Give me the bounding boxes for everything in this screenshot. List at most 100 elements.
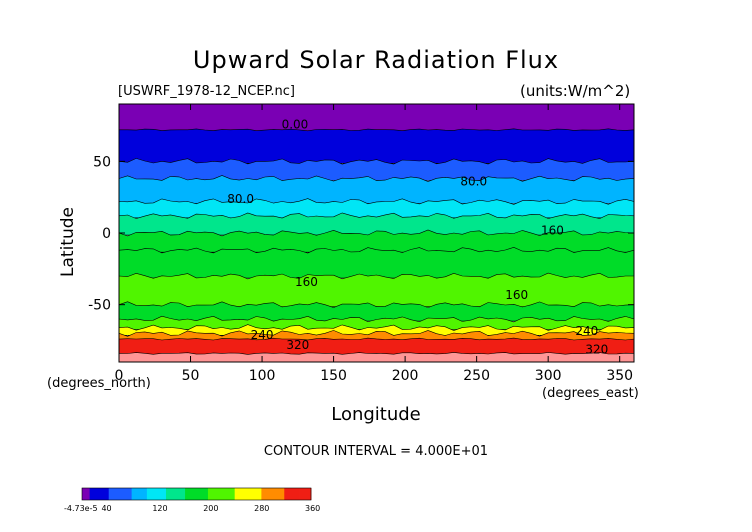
x-tick-label: 50: [182, 368, 200, 384]
heat-band: [118, 158, 635, 181]
colorbar-swatch: [101, 488, 106, 500]
contour-label: 320: [286, 338, 309, 352]
colorbar-swatch: [219, 488, 224, 500]
colorbar-swatch: [249, 488, 255, 500]
colorbar-swatch: [303, 488, 308, 500]
x-tick-label: 100: [249, 368, 276, 384]
heat-band: [118, 301, 635, 322]
colorbar-swatch: [280, 488, 285, 500]
colorbar-swatch: [307, 488, 312, 500]
contour-label: 0.00: [282, 117, 309, 131]
colorbar-swatch: [112, 488, 117, 500]
x-axis-label: Longitude: [331, 404, 421, 425]
colorbar-swatch: [82, 488, 87, 500]
contour-label: 320: [585, 342, 608, 356]
colorbar-swatch: [223, 488, 228, 500]
colorbar-swatch: [169, 488, 174, 500]
colorbar-swatch: [299, 488, 304, 500]
colorbar-swatch: [158, 488, 163, 500]
contour-label: 160: [295, 275, 318, 289]
colorbar-swatch: [104, 488, 110, 500]
colorbar-swatch: [127, 488, 133, 500]
y-unit-label: (degrees_north): [47, 376, 151, 391]
colorbar-swatch: [272, 488, 278, 500]
heat-band: [118, 352, 635, 365]
colorbar-swatch: [116, 488, 121, 500]
heat-band: [118, 212, 635, 236]
contour-label: 160: [541, 223, 564, 237]
colorbar-swatch: [265, 488, 270, 500]
below-plot-mask: [0, 362, 752, 532]
colorbar-swatch: [154, 488, 159, 500]
heat-band: [118, 272, 635, 307]
contour-label: 160: [505, 288, 528, 302]
colorbar-swatch: [246, 488, 251, 500]
contour-label: 80.0: [460, 175, 487, 189]
colorbar-swatch: [123, 488, 129, 500]
colorbar-swatch: [97, 488, 102, 500]
colorbar-swatch: [143, 488, 148, 500]
colorbar-frame: [81, 487, 312, 501]
colorbar-swatch: [261, 488, 266, 500]
y-tick-label: -50: [88, 298, 111, 314]
colorbar-swatch: [162, 488, 167, 500]
colorbar-tick-label: 120: [152, 504, 168, 513]
colorbar: [81, 487, 312, 501]
colorbar-swatch: [192, 488, 197, 500]
colorbar-tick-label: 40: [101, 504, 112, 513]
colorbar-swatch: [108, 488, 113, 500]
colorbar-swatch: [150, 488, 155, 500]
colorbar-tick-label: -4.73e-5: [63, 504, 98, 513]
colorbar-swatch: [215, 488, 220, 500]
colorbar-swatch: [276, 488, 281, 500]
x-tick-label: 0: [115, 368, 124, 384]
colorbar-swatch: [234, 488, 239, 500]
axis-ticks: 0 50 100 150 200 250 300 350 -50 0 50: [88, 104, 634, 384]
heat-band: [118, 330, 635, 342]
colorbar-swatch: [177, 488, 182, 500]
contour-labels: 0.00 80.0 80.0 160 160 160 240 240 320 320: [227, 117, 608, 356]
colorbar-swatch: [227, 488, 232, 500]
colorbar-tick-label: 280: [254, 504, 270, 513]
heat-band: [118, 229, 635, 253]
colorbar-swatch: [204, 488, 209, 500]
heat-band: [118, 103, 635, 133]
x-tick-label: 300: [535, 368, 562, 384]
x-tick-label: 200: [392, 368, 419, 384]
colorbar-swatch: [196, 488, 201, 500]
source-label: [USWRF_1978-12_NCEP.nc]: [118, 84, 295, 99]
heat-band: [118, 337, 635, 356]
colorbar-swatch: [165, 488, 171, 500]
colorbar-swatch: [253, 488, 258, 500]
heat-band: [118, 175, 635, 204]
colorbar-swatch: [269, 488, 274, 500]
colorbar-swatch: [93, 488, 98, 500]
colorbar-swatch: [200, 488, 205, 500]
colorbar-swatch: [139, 488, 144, 500]
colorbar-swatch: [238, 488, 243, 500]
colorbar-swatch: [284, 488, 289, 500]
plot-area: [0, 103, 752, 532]
colorbar-swatch: [295, 488, 300, 500]
colorbar-swatch: [173, 488, 178, 500]
colorbar-swatch: [230, 488, 236, 500]
colorbar-swatch: [211, 488, 216, 500]
y-tick-label: 0: [102, 226, 111, 242]
x-tick-label: 250: [463, 368, 490, 384]
colorbar-swatch: [131, 488, 136, 500]
contour-label: 80.0: [227, 192, 254, 206]
colorbar-swatch: [135, 488, 140, 500]
x-unit-label: (degrees_east): [542, 386, 639, 401]
colorbar-swatch: [242, 488, 247, 500]
colorbar-swatch: [85, 488, 91, 500]
chart-title: Upward Solar Radiation Flux: [192, 46, 560, 74]
heat-band: [118, 128, 635, 164]
x-tick-label: 150: [320, 368, 347, 384]
colorbar-swatch: [288, 488, 293, 500]
colorbar-tick-label: 360: [305, 504, 321, 513]
y-tick-label: 50: [93, 154, 111, 170]
colorbar-swatch: [257, 488, 262, 500]
units-label: (units:W/m^2): [520, 82, 631, 100]
colorbar-swatch: [291, 488, 297, 500]
